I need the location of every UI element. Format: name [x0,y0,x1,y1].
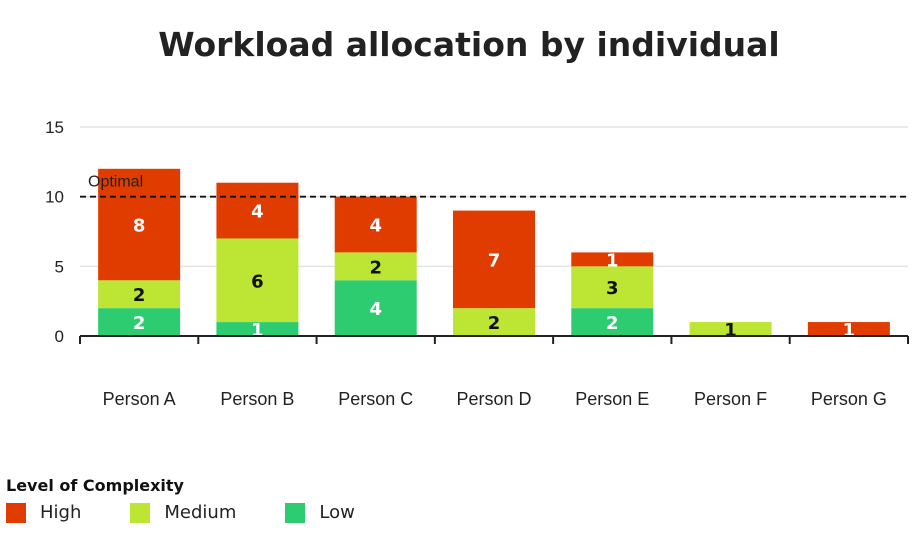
legend: Level of Complexity High Medium Low [6,476,404,523]
legend-item-medium: Medium [130,502,236,523]
legend-items: High Medium Low [6,502,404,523]
data-label-person-b-medium: 6 [251,271,264,292]
bar-person-e-high [571,252,654,267]
y-tick-label: 5 [55,257,64,276]
data-label-person-d-high: 7 [488,250,501,271]
data-label-person-a-high: 8 [133,216,146,237]
data-label-person-d-medium: 2 [488,313,501,334]
legend-label-high: High [40,502,82,523]
optimal-line-label: Optimal [88,174,143,191]
legend-label-low: Low [319,502,355,523]
bar-person-b-high [216,182,299,239]
data-label-person-b-high: 4 [251,202,264,223]
x-tick-label: Person C [338,389,413,409]
data-label-person-f-medium: 1 [724,320,737,341]
data-label-person-a-medium: 2 [133,285,146,306]
legend-title: Level of Complexity [6,476,184,495]
x-tick-label: Person G [811,389,887,409]
bar-person-d-medium [453,308,535,336]
legend-label-medium: Medium [164,502,237,523]
legend-swatch-high [6,502,26,523]
bar-person-b-medium [216,238,299,323]
data-label-person-c-high: 4 [369,216,382,237]
bar-person-c-high [334,196,417,253]
bar-person-a-low [98,308,181,336]
bar-person-e-medium [571,266,654,309]
chart-title: Workload allocation by individual [158,25,780,64]
data-label-person-a-low: 2 [133,313,146,334]
legend-swatch-low [285,502,306,523]
legend-item-high: High [6,502,81,523]
data-label-person-g-high: 1 [843,320,856,341]
legend-swatch-medium [130,502,151,523]
data-label-person-e-medium: 3 [606,278,619,299]
bar-person-b-low [216,322,299,336]
data-label-person-e-low: 2 [606,313,619,334]
data-label-person-c-medium: 2 [369,257,382,278]
bar-person-a-medium [98,280,181,309]
bars [98,168,890,336]
y-tick-label: 15 [45,118,64,137]
y-tick-label: 0 [55,327,64,346]
legend-item-low: Low [285,502,355,523]
axes: 0 5 10 15 Person A Person B Person C Person D Pe… [45,118,909,409]
bar-person-g-high [807,322,890,336]
x-tick-label: Person B [220,389,294,409]
y-tick-label: 10 [45,188,64,207]
data-label-person-e-high: 1 [606,250,619,271]
bar-person-a-high [98,168,181,281]
x-tick-label: Person F [694,389,767,409]
bar-person-f-medium [689,322,772,336]
x-tick-label: Person D [456,389,531,409]
bar-person-c-low [334,280,417,336]
optimal-reference-line: Optimal [80,174,908,198]
bar-person-c-medium [334,252,417,281]
bar-person-e-low [571,308,654,336]
bar-person-d-high [453,210,535,309]
x-tick-label: Person A [103,389,176,409]
data-label-person-c-low: 4 [369,299,382,320]
x-tick-label: Person E [575,389,649,409]
data-label-person-b-low: 1 [251,320,264,341]
